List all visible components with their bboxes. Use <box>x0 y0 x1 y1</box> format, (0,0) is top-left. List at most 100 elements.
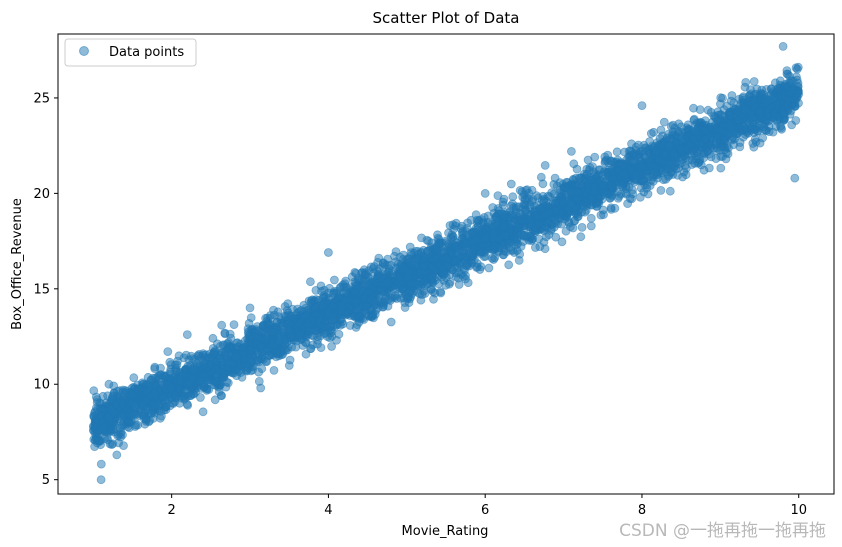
data-point <box>461 238 471 248</box>
data-point <box>539 196 549 206</box>
data-point <box>354 312 364 322</box>
data-point <box>489 208 499 218</box>
chart-title: Scatter Plot of Data <box>373 9 520 27</box>
data-point <box>423 246 433 256</box>
data-point <box>261 335 271 345</box>
data-point <box>101 422 110 432</box>
data-point <box>101 398 111 408</box>
data-point <box>628 185 637 195</box>
data-point <box>154 399 164 409</box>
data-point <box>350 287 360 297</box>
data-point <box>573 188 583 198</box>
data-point <box>160 371 170 381</box>
data-point <box>598 181 608 191</box>
data-point <box>689 114 699 124</box>
data-point <box>678 172 687 182</box>
data-point <box>560 183 570 192</box>
data-point <box>696 139 705 149</box>
data-point <box>438 263 448 273</box>
data-point <box>284 326 294 336</box>
data-point <box>264 350 274 360</box>
data-point <box>189 389 199 399</box>
data-point <box>755 121 764 131</box>
data-point <box>571 173 581 183</box>
data-point <box>586 213 596 223</box>
data-point <box>511 207 521 217</box>
data-point <box>732 108 742 117</box>
data-point <box>646 129 656 138</box>
data-point <box>638 146 648 156</box>
data-point <box>651 147 661 157</box>
data-point <box>409 257 419 267</box>
data-point <box>391 247 401 257</box>
data-point <box>245 345 255 355</box>
data-point <box>156 411 166 421</box>
data-point <box>214 353 224 363</box>
data-point <box>204 353 214 363</box>
data-point <box>255 342 265 352</box>
data-point <box>310 302 320 312</box>
data-point <box>89 386 99 396</box>
data-point <box>602 189 612 199</box>
data-point <box>540 160 550 170</box>
data-point <box>738 93 748 103</box>
data-point <box>582 169 592 179</box>
data-point <box>688 134 698 144</box>
data-point <box>316 281 326 291</box>
data-point <box>118 399 127 409</box>
data-point <box>167 383 177 393</box>
data-point <box>329 275 339 285</box>
data-point <box>630 169 640 179</box>
data-point <box>229 320 239 330</box>
data-point <box>199 381 209 391</box>
data-point <box>676 145 686 154</box>
data-point <box>390 284 400 294</box>
data-point <box>179 353 189 363</box>
data-point <box>362 301 372 311</box>
data-point <box>167 398 177 408</box>
data-point <box>329 301 338 311</box>
data-point <box>484 263 494 273</box>
data-point <box>656 185 666 195</box>
data-point <box>231 352 241 362</box>
legend-label: Data points <box>109 45 184 60</box>
data-point <box>650 167 659 177</box>
data-point <box>386 317 396 327</box>
data-point <box>226 333 236 343</box>
data-point <box>88 421 98 431</box>
data-point <box>216 391 226 401</box>
data-point <box>521 195 530 205</box>
data-point <box>117 422 127 431</box>
data-point <box>540 210 550 220</box>
data-point <box>146 382 156 392</box>
data-point <box>680 134 689 144</box>
data-point <box>254 367 264 377</box>
data-point <box>472 215 482 225</box>
data-point <box>790 101 800 111</box>
data-point <box>504 260 514 270</box>
data-point <box>656 125 666 135</box>
y-tick-label: 20 <box>33 187 50 202</box>
data-point <box>470 235 480 245</box>
data-point <box>265 311 275 320</box>
data-point <box>637 162 647 172</box>
data-point <box>569 159 579 169</box>
x-tick-label: 10 <box>790 503 807 518</box>
data-point <box>127 390 137 400</box>
data-point <box>177 369 187 379</box>
data-point <box>703 147 712 156</box>
scatter-points <box>88 42 804 485</box>
data-point <box>483 217 493 227</box>
data-point <box>770 110 780 120</box>
data-point <box>407 278 417 288</box>
data-point <box>675 159 685 169</box>
data-point <box>576 232 586 242</box>
data-point <box>508 192 518 202</box>
data-point <box>336 306 346 316</box>
data-point <box>303 320 313 329</box>
data-point <box>415 289 425 299</box>
data-point <box>327 342 337 351</box>
y-tick-label: 15 <box>33 282 50 297</box>
data-point <box>668 159 677 169</box>
